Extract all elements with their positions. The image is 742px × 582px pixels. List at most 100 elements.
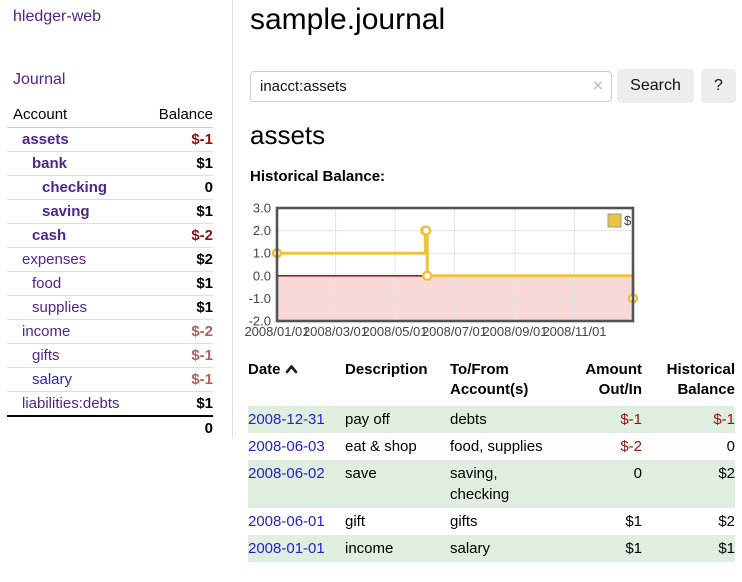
data-point-marker — [420, 225, 432, 236]
transaction-amount: $1 — [625, 513, 642, 530]
account-balance: $1 — [141, 151, 213, 176]
transaction-balance: $2 — [718, 513, 735, 530]
account-balance: $2 — [141, 247, 213, 272]
transaction-description: eat & shop — [345, 438, 417, 455]
data-point-marker — [421, 270, 433, 282]
account-balance: $1 — [141, 271, 213, 296]
transaction-date-link[interactable]: 2008-06-02 — [248, 465, 325, 482]
register-table-header: Date Description To/From Account(s) Amou… — [248, 360, 735, 406]
search-button[interactable]: Search — [617, 69, 694, 103]
page-title: sample.journal — [250, 3, 446, 36]
transaction-balance: 0 — [726, 438, 735, 455]
account-link-supplies[interactable]: supplies — [32, 299, 88, 316]
account-link-gifts[interactable]: gifts — [32, 347, 60, 364]
y-tick-label: 1.0 — [253, 246, 271, 261]
account-row: salary $-1 — [7, 367, 213, 392]
account-balance: 0 — [141, 175, 213, 200]
balance-column-header-register: Historical Balance — [666, 361, 735, 398]
account-link-liabilities-debts[interactable]: liabilities:debts — [22, 395, 120, 412]
chart-title: Historical Balance: — [250, 168, 386, 185]
account-link-cash[interactable]: cash — [32, 227, 67, 244]
account-row: checking 0 — [7, 175, 213, 200]
account-link-bank[interactable]: bank — [32, 155, 68, 172]
account-balance: $-1 — [141, 367, 213, 392]
date-column-header[interactable]: Date — [248, 360, 345, 406]
account-link-saving[interactable]: saving — [42, 203, 90, 220]
register-row: 2008-06-03 eat & shop food, supplies $-2 0 — [248, 433, 735, 460]
transaction-date-link[interactable]: 2008-06-01 — [248, 513, 325, 530]
transaction-description: pay off — [345, 406, 450, 433]
transaction-accounts: salary — [450, 535, 560, 562]
account-link-food[interactable]: food — [32, 275, 62, 292]
transaction-description: save — [345, 460, 450, 508]
account-link-expenses[interactable]: expenses — [22, 251, 87, 268]
x-tick-label: 2008/09/01 — [482, 324, 547, 339]
account-link-salary[interactable]: salary — [32, 371, 73, 388]
transaction-description: gift — [345, 513, 366, 530]
transaction-amount: $-1 — [560, 406, 642, 433]
y-tick-label: 2.0 — [253, 223, 271, 238]
y-tick-label: -2.0 — [249, 314, 271, 329]
account-row: food $1 — [7, 271, 213, 296]
transaction-amount: $-2 — [620, 438, 642, 455]
balance-column-header: Balance — [141, 103, 213, 128]
register-table: Date Description To/From Account(s) Amou… — [248, 360, 735, 562]
transaction-date-link[interactable]: 2008-06-03 — [248, 438, 325, 455]
clear-search-icon[interactable]: × — [593, 76, 603, 95]
account-balance: $-2 — [141, 319, 213, 344]
historical-balance-chart: 3.0 2.0 1.0 0.0 -1.0 -2.02008/01/012008/03/01… — [244, 201, 639, 339]
transaction-balance: $-1 — [642, 406, 735, 433]
x-tick-label: 2008/03/01 — [303, 324, 368, 339]
account-balance: $-2 — [141, 223, 213, 248]
x-tick-label: 2008/11/01 — [542, 324, 606, 339]
account-link-checking[interactable]: checking — [42, 179, 108, 196]
account-balance: $-1 — [141, 343, 213, 368]
sidebar: hledger-web Journal Account Balance asse… — [0, 0, 233, 440]
account-row: bank $1 — [7, 151, 213, 176]
description-column-header: Description — [345, 361, 428, 378]
x-tick-label: 2008/01/01 — [244, 324, 309, 339]
search-input[interactable] — [250, 71, 612, 102]
transaction-accounts: food, supplies — [450, 438, 543, 455]
transaction-balance: $2 — [642, 460, 735, 508]
account-row: income $-2 — [7, 319, 213, 344]
account-row: cash $-2 — [7, 223, 213, 248]
account-row: saving $1 — [7, 199, 213, 224]
legend-label: $ — [624, 213, 632, 228]
transaction-balance: $1 — [642, 535, 735, 562]
transaction-description: income — [345, 535, 450, 562]
account-balance: $-1 — [191, 131, 213, 148]
amount-column-header: Amount Out/In — [585, 361, 642, 398]
accounts-total-balance: 0 — [141, 415, 213, 440]
account-heading: assets — [250, 120, 326, 150]
account-row: expenses $2 — [7, 247, 213, 272]
transaction-accounts: saving, checking — [450, 460, 560, 508]
account-row: supplies $1 — [7, 295, 213, 320]
x-tick-label: 2008/05/01 — [362, 324, 427, 339]
x-tick-label: 2008/07/01 — [422, 324, 487, 339]
transaction-date-link[interactable]: 2008-01-01 — [248, 540, 325, 557]
transaction-accounts: debts — [450, 406, 560, 433]
accounts-balance-table: Account Balance assets $-1 bank $1 checking 0… — [7, 103, 213, 440]
account-link-assets[interactable]: assets — [22, 131, 69, 148]
sidebar-item-journal[interactable]: Journal — [13, 71, 66, 88]
account-row: liabilities:debts $1 — [7, 391, 213, 416]
help-button[interactable]: ? — [701, 69, 736, 103]
accounts-total-row: 0 — [7, 415, 213, 440]
plot-border — [275, 206, 635, 323]
account-balance: $1 — [141, 199, 213, 224]
account-row: gifts $-1 — [7, 343, 213, 368]
y-tick-label: 3.0 — [253, 201, 271, 216]
transaction-date-link[interactable]: 2008-12-31 — [248, 411, 325, 428]
register-row: 2008-06-02 save saving, checking 0 $2 — [248, 460, 735, 508]
app-title-link[interactable]: hledger-web — [13, 8, 102, 25]
account-row: assets $-1 — [7, 128, 213, 152]
y-tick-label: 0.0 — [253, 268, 271, 283]
total-spacer — [7, 415, 142, 440]
account-link-income[interactable]: income — [22, 323, 71, 340]
transaction-accounts: gifts — [450, 513, 478, 530]
account-balance: $1 — [141, 295, 213, 320]
accounts-column-header: To/From Account(s) — [450, 361, 529, 398]
